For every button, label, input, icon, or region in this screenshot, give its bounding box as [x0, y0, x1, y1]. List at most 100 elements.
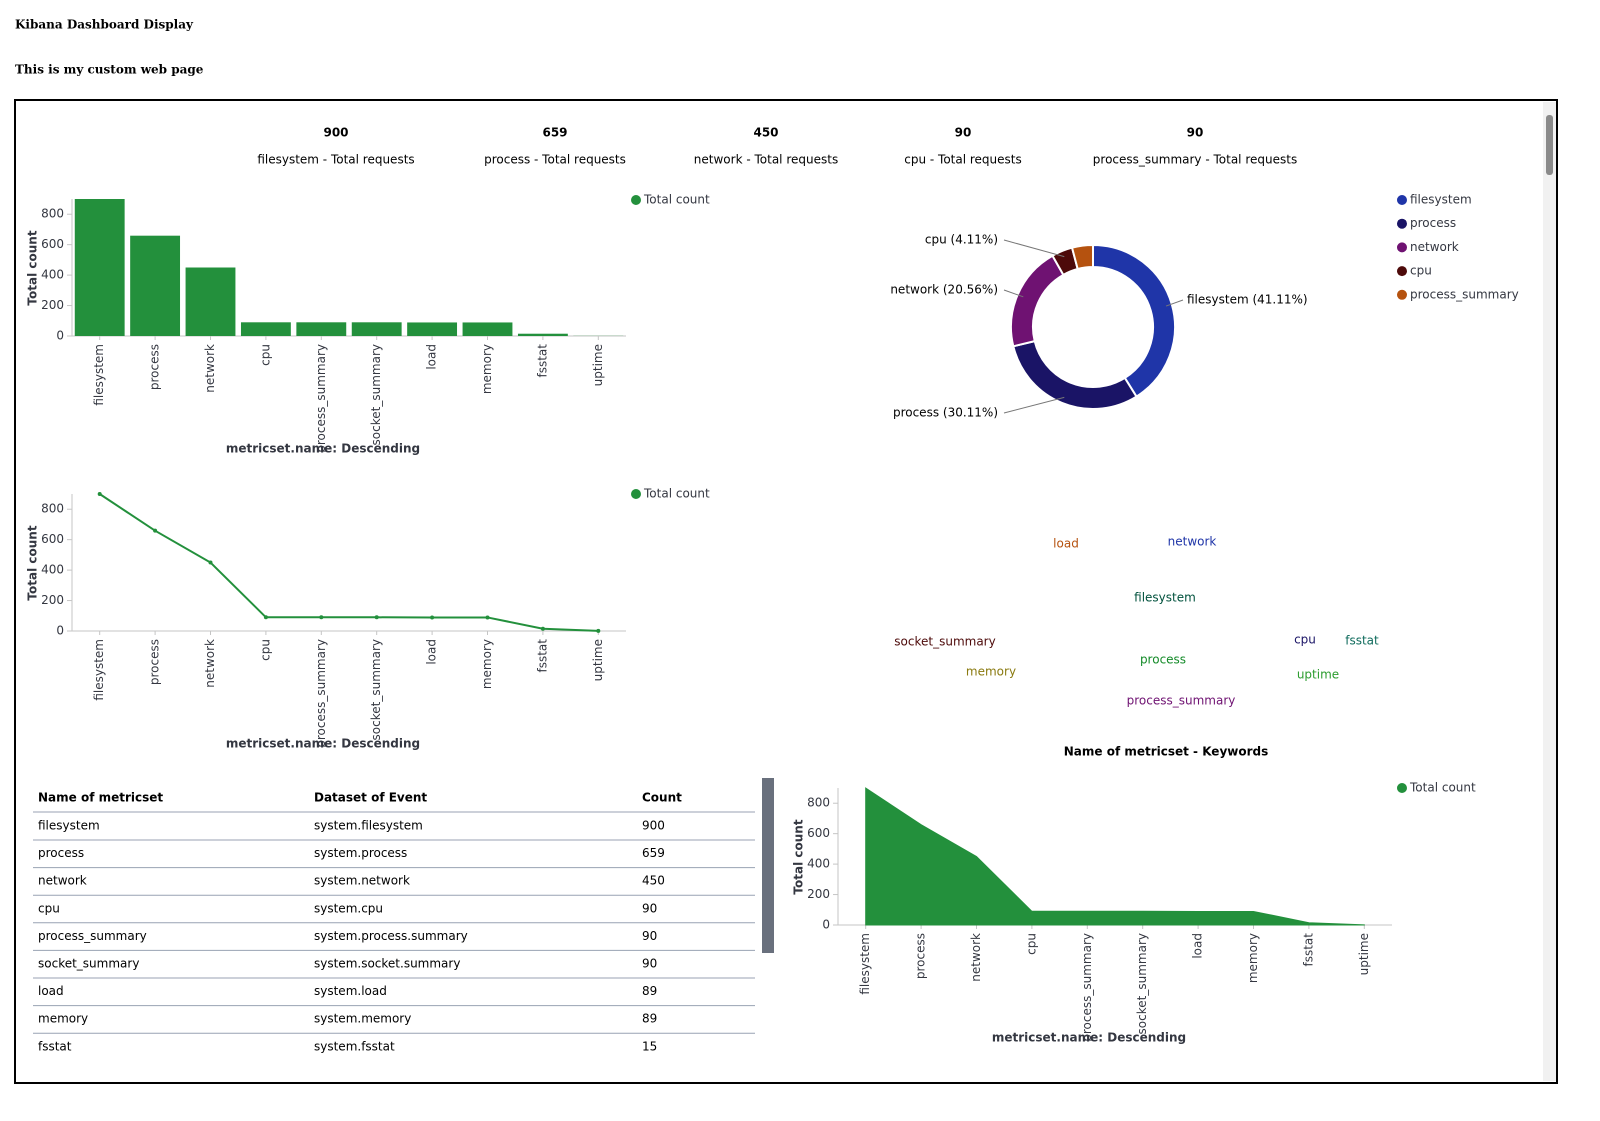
table-cell: load	[38, 984, 64, 998]
bar	[74, 199, 125, 336]
legend-dot	[1397, 289, 1407, 300]
y-tick-label: 600	[807, 826, 830, 840]
bar	[185, 267, 236, 336]
table-cell: 900	[642, 819, 665, 833]
word: memory	[966, 665, 1016, 679]
word: fsstat	[1345, 634, 1379, 648]
column-header[interactable]: Name of metricset	[38, 791, 163, 805]
legend-dot	[1397, 266, 1407, 277]
table-cell: system.process	[314, 846, 407, 860]
bar	[462, 322, 513, 336]
word: process_summary	[1127, 694, 1236, 708]
table-cell: 659	[642, 846, 665, 860]
table-cell: 15	[642, 1039, 657, 1053]
x-axis-title: metricset.name: Descending	[226, 737, 420, 751]
leader-line	[1003, 239, 1065, 258]
y-tick-label: 800	[41, 207, 64, 221]
point	[540, 626, 545, 631]
y-tick-label: 800	[41, 502, 64, 516]
x-tick-label: network	[203, 639, 217, 688]
page-title: Kibana Dashboard Display	[15, 18, 194, 32]
word: load	[1053, 537, 1079, 551]
legend-label: Total count	[1409, 781, 1476, 795]
point	[430, 615, 435, 620]
x-tick-label: filesystem	[92, 639, 106, 701]
metric-label: cpu - Total requests	[904, 153, 1022, 167]
metric-value: 900	[323, 126, 348, 140]
table-cell: fsstat	[38, 1039, 72, 1053]
legend-dot	[1397, 218, 1407, 229]
point	[374, 615, 379, 620]
dashboard-frame	[14, 99, 1558, 1084]
page-subtitle: This is my custom web page	[15, 63, 204, 77]
x-tick-label: network	[969, 933, 983, 982]
table-cell: 89	[642, 1012, 657, 1026]
x-axis-title: metricset.name: Descending	[226, 442, 420, 456]
metric-label: filesystem - Total requests	[257, 153, 414, 167]
y-tick-label: 0	[56, 624, 64, 638]
bar	[130, 235, 181, 336]
x-tick-label: cpu	[258, 344, 272, 366]
bar	[240, 322, 291, 336]
y-tick-label: 0	[56, 329, 64, 343]
y-tick-label: 0	[822, 918, 830, 932]
x-tick-label: socket_summary	[369, 639, 383, 740]
x-tick-label: load	[1191, 933, 1205, 959]
table-cell: 89	[642, 984, 657, 998]
x-tick-label: uptime	[591, 344, 605, 386]
x-tick-label: process_summary	[314, 639, 328, 748]
bar	[296, 322, 347, 336]
y-axis-title: Total count	[26, 230, 40, 305]
legend-label: cpu	[1410, 264, 1432, 278]
x-tick-label: filesystem	[858, 933, 872, 995]
scrollbar[interactable]	[1543, 102, 1556, 1081]
y-tick-label: 800	[807, 796, 830, 810]
table-cell: process	[38, 846, 84, 860]
word: filesystem	[1134, 591, 1196, 605]
table-scrollbar[interactable]	[762, 778, 774, 953]
line	[99, 493, 599, 632]
legend-dot	[631, 489, 641, 499]
y-tick-label: 400	[807, 857, 830, 871]
y-tick-label: 200	[807, 887, 830, 901]
table-cell: system.load	[314, 984, 387, 998]
y-tick-label: 600	[41, 237, 64, 251]
legend-label: Total count	[643, 487, 710, 501]
metric-value: 90	[955, 126, 972, 140]
leader-line	[1165, 299, 1184, 307]
pie-slice	[1070, 243, 1094, 271]
bar	[351, 322, 402, 336]
table-cell: 450	[642, 874, 665, 888]
leader-line	[1003, 289, 1024, 298]
column-header[interactable]: Count	[642, 791, 682, 805]
table-cell: system.process.summary	[314, 929, 468, 943]
x-tick-label: fsstat	[535, 344, 549, 378]
word: socket_summary	[894, 635, 995, 649]
x-tick-label: memory	[480, 344, 494, 394]
x-tick-label: memory	[480, 639, 494, 689]
x-tick-label: fsstat	[535, 639, 549, 673]
table-cell: network	[38, 874, 87, 888]
point	[97, 492, 102, 496]
y-tick-label: 600	[41, 532, 64, 546]
scrollbar-thumb[interactable]	[1546, 115, 1553, 175]
table-cell: filesystem	[38, 819, 100, 833]
table-cell: process_summary	[38, 929, 147, 943]
metric-label: process - Total requests	[484, 153, 626, 167]
point	[153, 528, 158, 533]
x-axis-title: metricset.name: Descending	[992, 1031, 1186, 1045]
point	[263, 615, 268, 620]
table-cell: memory	[38, 1012, 88, 1026]
word: network	[1168, 535, 1217, 549]
x-tick-label: socket_summary	[1135, 933, 1149, 1034]
table-cell: system.network	[314, 874, 410, 888]
word: process	[1140, 653, 1186, 667]
table-cell: system.cpu	[314, 901, 383, 915]
point	[208, 560, 213, 565]
column-header[interactable]: Dataset of Event	[314, 791, 427, 805]
table-cell: cpu	[38, 901, 60, 915]
x-tick-label: process_summary	[314, 344, 328, 453]
metric-label: process_summary - Total requests	[1093, 153, 1297, 167]
